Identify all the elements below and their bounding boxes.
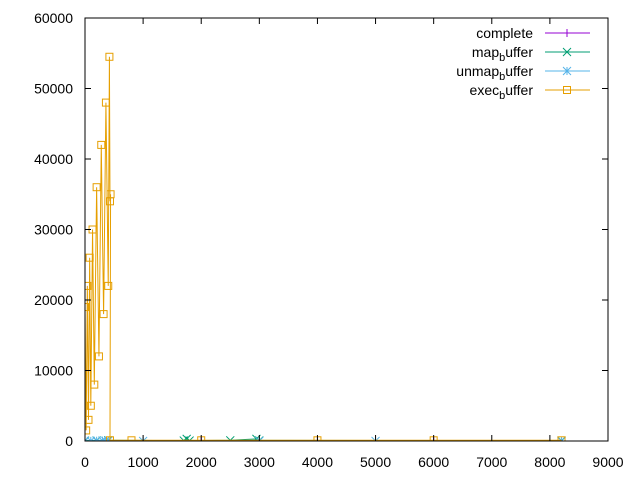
point-exec_buffer-4 xyxy=(85,253,94,262)
x-tick-label-8: 8000 xyxy=(534,454,565,470)
x-tick-label-6: 6000 xyxy=(418,454,449,470)
x-tick-label-5: 5000 xyxy=(360,454,391,470)
point-exec_buffer-8 xyxy=(92,183,101,192)
series-line-exec_buffer xyxy=(85,56,562,441)
point-exec_buffer-12 xyxy=(101,98,110,107)
point-exec_buffer-22 xyxy=(557,436,566,441)
point-exec_buffer-0 xyxy=(85,303,89,312)
point-exec_buffer-5 xyxy=(86,401,95,410)
series-map_buffer xyxy=(85,434,566,441)
ticks-layer: 0 1000 2000 3000 4000 5000 6000 7000 8000 9000 0 10… xyxy=(34,10,624,470)
legend-marker-complete xyxy=(563,29,571,37)
legend-label-exec_buffer: execbuffer xyxy=(470,82,534,102)
legend-marker-unmap_buffer xyxy=(562,66,572,76)
legend-label-unmap_buffer: unmapbuffer xyxy=(456,63,533,83)
legend-label-complete: complete xyxy=(476,25,533,41)
x-tick-label-3: 3000 xyxy=(244,454,275,470)
y-tick-label-3: 30000 xyxy=(34,222,73,238)
point-exec_buffer-10 xyxy=(97,140,106,149)
point-exec_buffer-9 xyxy=(94,352,103,361)
series-layer xyxy=(85,52,566,441)
point-exec_buffer-3 xyxy=(85,415,93,424)
x-tick-label-0: 0 xyxy=(81,454,89,470)
legend-marker-map_buffer xyxy=(562,47,572,57)
point-map_buffer-4 xyxy=(182,434,192,441)
x-tick-label-4: 4000 xyxy=(302,454,333,470)
point-exec_buffer-16 xyxy=(106,190,115,199)
point-exec_buffer-13 xyxy=(104,281,113,290)
legend-marker-exec_buffer xyxy=(563,86,571,94)
y-tick-label-4: 40000 xyxy=(34,151,73,167)
series-exec_buffer xyxy=(85,52,566,441)
y-tick-label-2: 20000 xyxy=(34,292,73,308)
point-exec_buffer-11 xyxy=(99,310,108,319)
y-tick-label-0: 0 xyxy=(65,433,73,449)
point-exec_buffer-7 xyxy=(90,380,99,389)
y-tick-label-6: 60000 xyxy=(34,10,73,26)
point-exec_buffer-1 xyxy=(85,426,91,435)
point-exec_buffer-14 xyxy=(105,52,114,61)
x-tick-label-1: 1000 xyxy=(128,454,159,470)
legend-label-map_buffer: mapbuffer xyxy=(472,44,533,64)
point-exec_buffer-18 xyxy=(127,436,136,441)
x-tick-label-2: 2000 xyxy=(186,454,217,470)
point-exec_buffer-17 xyxy=(105,436,114,441)
y-tick-label-5: 50000 xyxy=(34,81,73,97)
x-tick-label-9: 9000 xyxy=(592,454,623,470)
point-exec_buffer-2 xyxy=(85,281,92,290)
x-tick-label-7: 7000 xyxy=(476,454,507,470)
y-tick-label-1: 10000 xyxy=(34,363,73,379)
